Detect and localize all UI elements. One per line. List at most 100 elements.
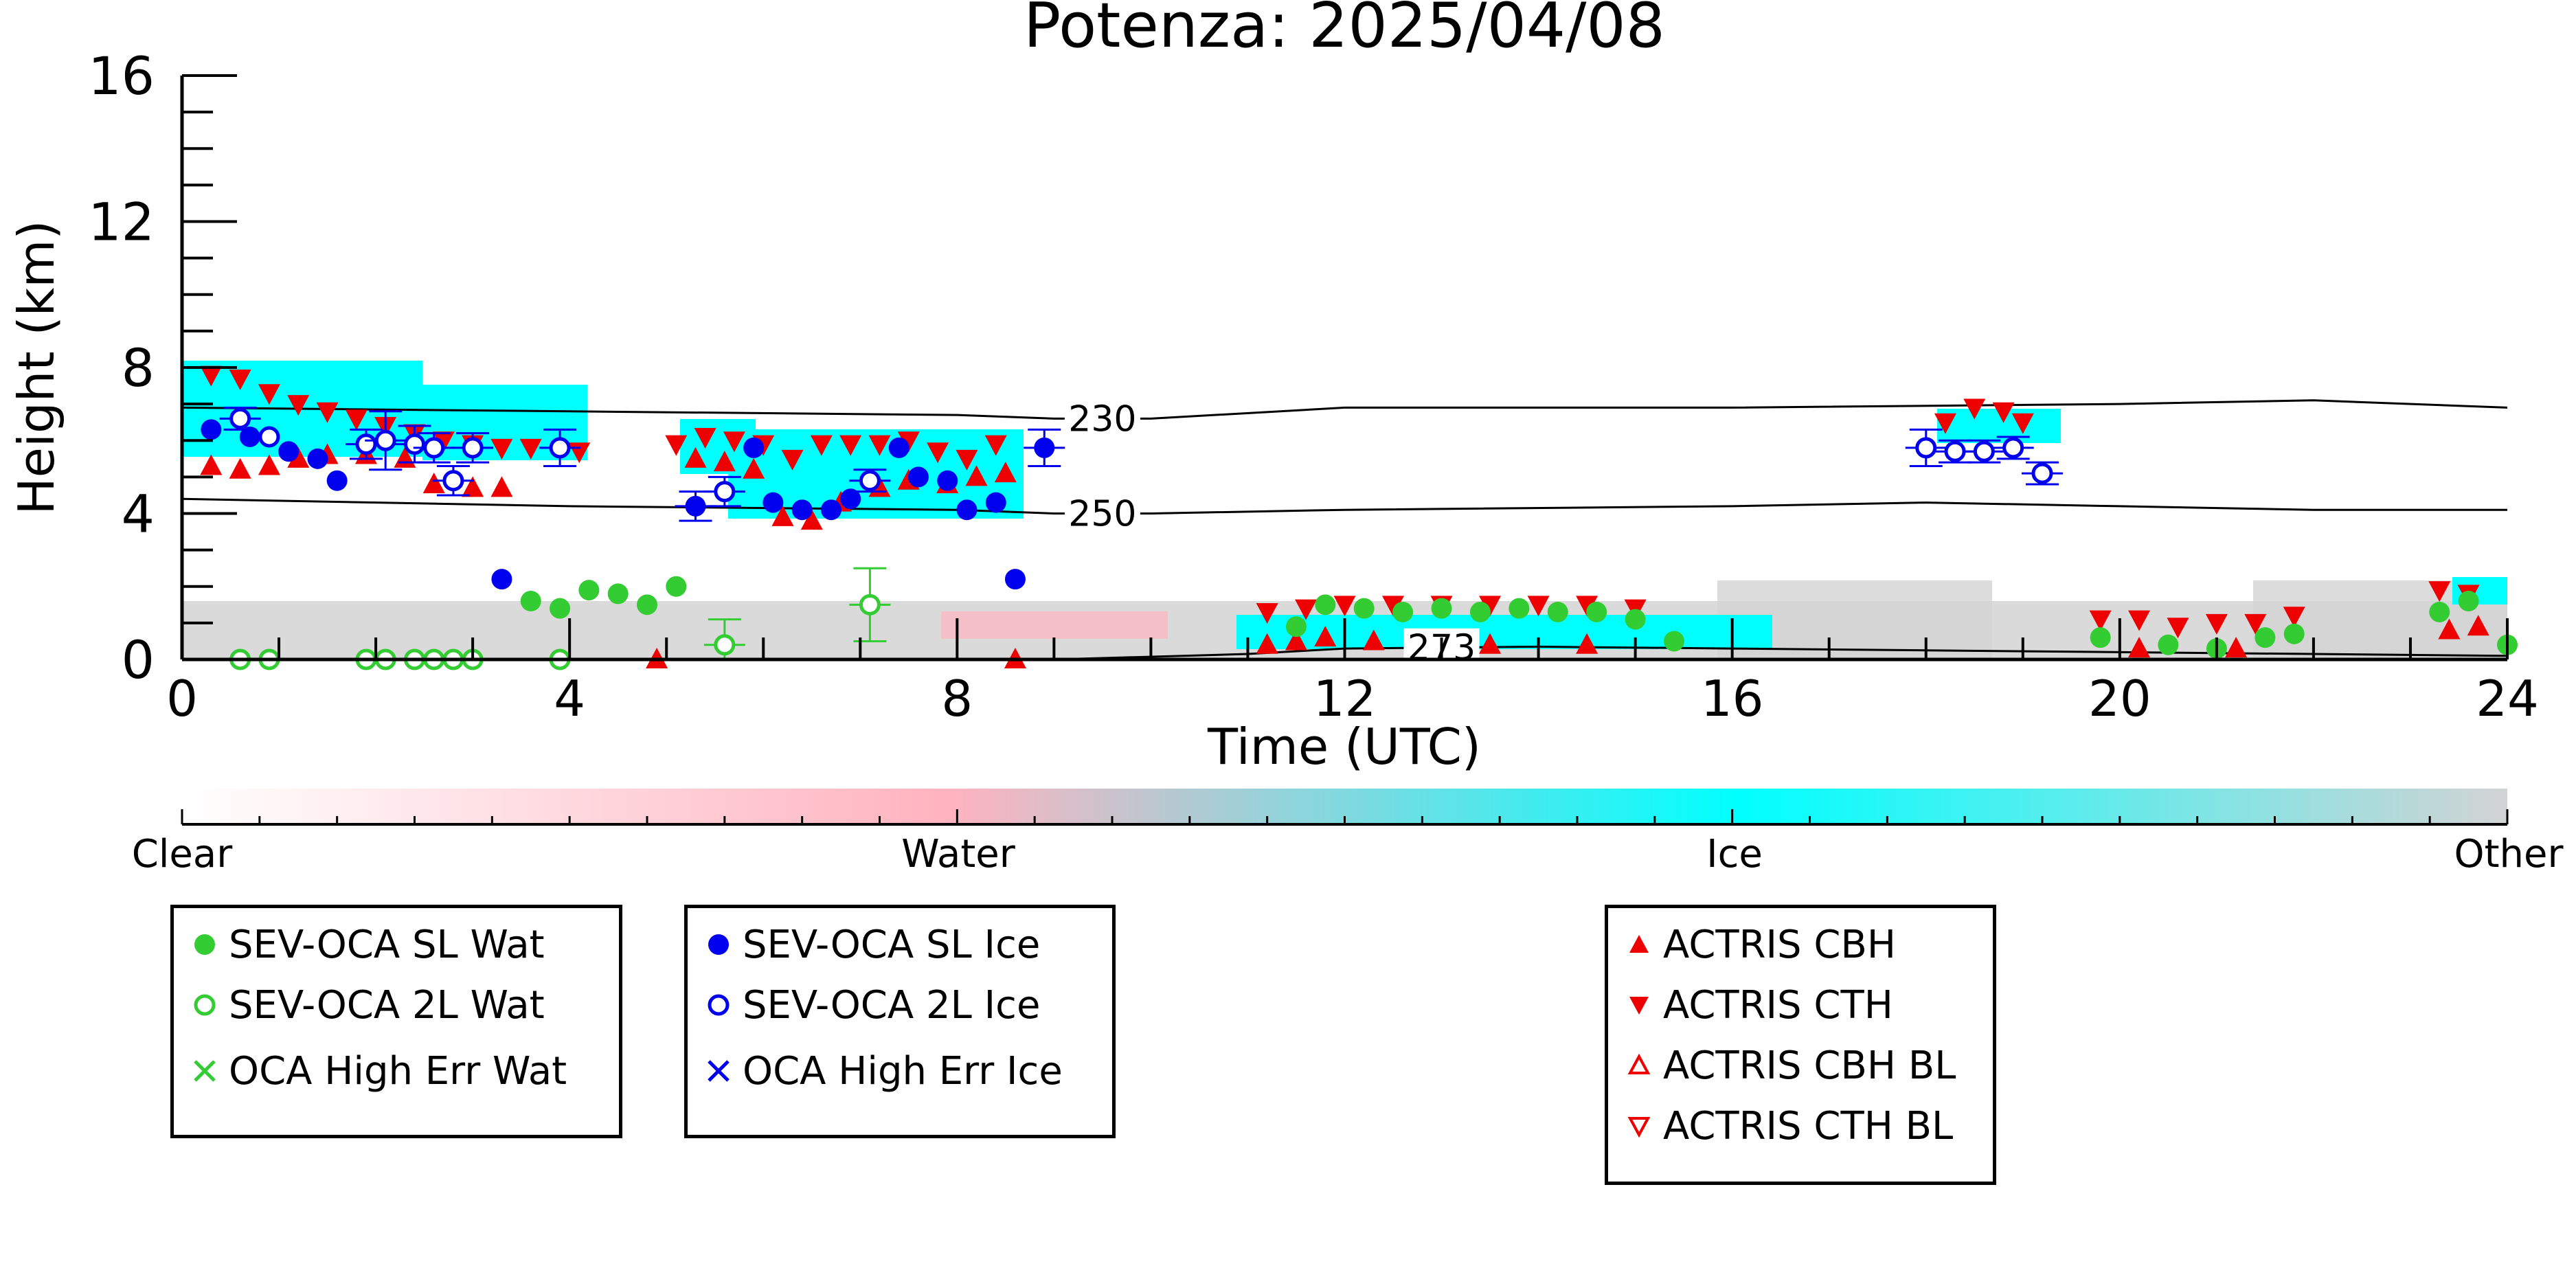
data-point [519, 438, 542, 460]
contour-label-bg [1064, 494, 1140, 533]
data-point [1469, 601, 1491, 622]
open-triangle-up-red-icon [1622, 1041, 1656, 1089]
data-point [743, 437, 765, 458]
data-point [229, 457, 251, 479]
data-point [2090, 627, 2111, 648]
y-tick-label: 12 [88, 192, 155, 253]
legend-label: SEV-OCA 2L Ice [743, 982, 1041, 1028]
data-point [1392, 601, 1414, 622]
axes: 0 4 8 12 16 0 4 8 12 16 20 24 [88, 45, 2539, 727]
data-point [1333, 596, 1356, 617]
contour-line [182, 399, 2507, 420]
y-tick-label: 4 [122, 484, 155, 545]
data-point [637, 594, 657, 615]
data-point [771, 505, 794, 526]
open-triangle-down-red-icon [1622, 1102, 1656, 1150]
data-point [549, 437, 571, 459]
data-point [956, 499, 978, 521]
data-point [1547, 601, 1568, 622]
legend-item: OCA High Err Wat [188, 1047, 567, 1095]
x-tick-label: 16 [1701, 670, 1764, 727]
data-point [791, 499, 813, 521]
data-point [229, 407, 251, 429]
legend-label: SEV-OCA SL Ice [743, 922, 1041, 967]
data-point [2283, 607, 2305, 628]
data-point [1034, 437, 1055, 458]
x-tick-label: 4 [554, 670, 585, 727]
open-circle-green-icon [188, 981, 222, 1029]
contour-label-bg [1064, 399, 1140, 438]
data-point [1934, 413, 1956, 434]
data-point [462, 437, 484, 459]
data-point [685, 495, 706, 517]
data-point [1576, 633, 1598, 654]
data-point [1315, 594, 1336, 615]
data-point [490, 476, 513, 497]
data-point [1479, 596, 1502, 617]
y-tick-label: 0 [122, 629, 155, 690]
data-point [2158, 634, 2179, 655]
data-point [2089, 610, 2112, 631]
data-point [859, 594, 881, 615]
data-point [326, 470, 348, 491]
data-point [994, 462, 1017, 483]
data-point [1479, 633, 1502, 654]
legend-label: OCA High Err Ice [743, 1048, 1063, 1094]
colorbar-label-water: Water [901, 832, 1016, 877]
open-circle-blue-icon [701, 981, 736, 1029]
data-point [404, 433, 425, 455]
x-tick-label: 24 [2476, 670, 2539, 727]
data-point [491, 569, 512, 590]
data-point [258, 426, 280, 448]
x-green-icon [188, 1047, 222, 1095]
data-point [2244, 613, 2267, 635]
data-point [713, 451, 736, 472]
legend-label: ACTRIS CTH [1663, 982, 1893, 1028]
data-point [665, 435, 688, 456]
y-tick-label: 16 [88, 45, 155, 106]
legend-label: ACTRIS CBH BL [1663, 1043, 1956, 1088]
data-point [897, 431, 920, 453]
x-tick-label: 20 [2088, 670, 2151, 727]
legend-water: SEV-OCA SL Wat SEV-OCA 2L Wat OCA High E… [170, 905, 622, 1138]
data-point [287, 447, 310, 468]
legend-actris: ACTRIS CBH ACTRIS CTH ACTRIS CBH BL ACTR… [1605, 905, 1996, 1185]
data-point [1004, 569, 1026, 590]
data-point [1625, 609, 1646, 630]
data-point [2128, 610, 2151, 631]
y-axis-label: Height (km) [8, 221, 65, 515]
data-point [820, 499, 841, 521]
legend-item: SEV-OCA SL Ice [701, 920, 1040, 969]
data-point [1431, 598, 1452, 619]
data-point [462, 476, 484, 497]
data-point [868, 435, 891, 456]
data-point [965, 465, 988, 486]
data-point [200, 365, 223, 387]
data-point [1915, 437, 1937, 459]
data-point [2011, 413, 2034, 434]
data-point [2458, 591, 2479, 611]
contour-label: 230 [1068, 398, 1136, 440]
data-point [839, 435, 862, 456]
data-point [258, 454, 280, 475]
data-point [1509, 598, 1530, 619]
data-point [345, 409, 368, 431]
data-point [2429, 601, 2450, 622]
data-point [1992, 402, 2015, 423]
data-point [937, 470, 958, 491]
data-point [432, 431, 455, 453]
legend-item: ACTRIS CTH [1622, 981, 1893, 1029]
data-point [2283, 623, 2305, 644]
data-point [229, 369, 251, 390]
chart-title: Potenza: 2025/04/08 [1024, 0, 1665, 62]
filled-circle-blue-icon [701, 920, 736, 969]
data-point [374, 429, 396, 451]
data-point [578, 580, 600, 601]
data-point [694, 427, 716, 449]
data-point [2428, 581, 2451, 602]
data-point [2255, 627, 2276, 648]
data-point [1527, 596, 1550, 617]
data-point [2467, 615, 2489, 636]
